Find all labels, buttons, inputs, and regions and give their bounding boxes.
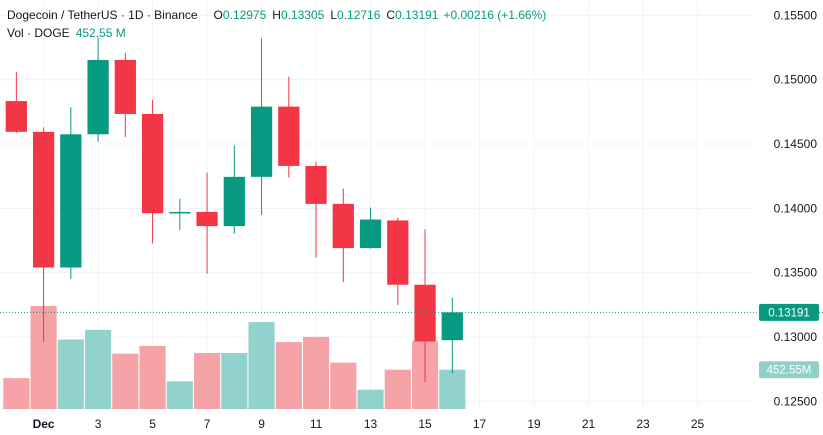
candle-body bbox=[32, 131, 55, 268]
volume-bar bbox=[166, 381, 193, 409]
time-tick-label: 21 bbox=[582, 417, 596, 431]
volume-bar bbox=[57, 339, 84, 409]
chart-legend: Dogecoin / TetherUS · 1D · Binance O 0.12… bbox=[7, 6, 546, 42]
volume-bar bbox=[85, 329, 112, 409]
volume-bar bbox=[3, 378, 30, 409]
volume-bar bbox=[221, 352, 248, 409]
price-tick-label: 0.12500 bbox=[774, 394, 818, 408]
volume-histogram bbox=[3, 306, 466, 409]
volume-bar bbox=[112, 353, 139, 409]
volume-label[interactable]: Vol · DOGE bbox=[7, 26, 70, 40]
symbol-title[interactable]: Dogecoin / TetherUS · 1D · Binance bbox=[7, 8, 198, 22]
volume-bar bbox=[193, 352, 221, 409]
time-tick-label: 11 bbox=[310, 417, 323, 431]
time-tick-label: 5 bbox=[149, 417, 156, 431]
price-tick-label: 0.13500 bbox=[774, 266, 818, 280]
candle-body bbox=[414, 284, 436, 342]
last-price-tag-text: 0.13191 bbox=[768, 307, 810, 319]
chart-grid bbox=[0, 0, 752, 409]
candle-body bbox=[196, 211, 218, 227]
candle-body bbox=[114, 59, 136, 114]
price-tick-label: 0.14500 bbox=[774, 137, 818, 151]
volume-bar bbox=[384, 369, 411, 409]
time-tick-label: 15 bbox=[418, 417, 432, 431]
time-tick-label: 17 bbox=[473, 417, 487, 431]
low-value: 0.12716 bbox=[337, 8, 381, 22]
last-volume-tag-text: 452.55M bbox=[767, 365, 812, 377]
candle-body bbox=[250, 106, 273, 177]
ohlc-row: Dogecoin / TetherUS · 1D · Binance O 0.12… bbox=[7, 6, 546, 24]
close-label: C bbox=[386, 8, 396, 22]
time-tick-label: Dec bbox=[33, 417, 55, 431]
price-candles bbox=[5, 37, 463, 382]
time-tick-label: 3 bbox=[95, 417, 102, 431]
open-label: O bbox=[213, 8, 223, 22]
volume-bar bbox=[275, 342, 302, 409]
candle-body bbox=[60, 134, 82, 268]
candle-body bbox=[441, 312, 463, 341]
candle-body bbox=[278, 106, 300, 166]
price-tick-label: 0.13000 bbox=[774, 330, 818, 344]
candle-body bbox=[87, 59, 109, 135]
change-value: +0.00216 (+1.66%) bbox=[443, 8, 547, 22]
candle-body bbox=[359, 219, 382, 249]
volume-bar bbox=[357, 389, 384, 409]
volume-bar bbox=[330, 362, 357, 409]
open-value: 0.12975 bbox=[222, 8, 267, 22]
price-tick-label: 0.15000 bbox=[774, 73, 818, 87]
time-tick-label: 7 bbox=[204, 417, 211, 431]
candle-body bbox=[387, 220, 409, 285]
time-tick-label: 25 bbox=[691, 417, 705, 431]
candle-body bbox=[223, 176, 245, 227]
time-tick-label: 13 bbox=[364, 417, 378, 431]
low-label: L bbox=[330, 8, 338, 22]
candle-body bbox=[169, 211, 191, 214]
volume-bar bbox=[248, 322, 275, 409]
time-tick-label: 19 bbox=[527, 417, 541, 431]
last-price-tag bbox=[759, 303, 819, 321]
candle-body bbox=[305, 165, 327, 204]
time-axis[interactable]: Dec 3 5 7 9 11 13 15 17 19 21 23 25 bbox=[33, 417, 705, 431]
last-volume-tag bbox=[759, 361, 819, 379]
volume-value: 452.55 M bbox=[75, 26, 126, 40]
volume-bar bbox=[302, 336, 330, 409]
volume-bar bbox=[439, 369, 466, 409]
price-tick-label: 0.15500 bbox=[774, 8, 818, 22]
volume-bar bbox=[139, 345, 166, 409]
time-tick-label: 9 bbox=[258, 417, 265, 431]
volume-row: Vol · DOGE 452.55 M bbox=[7, 24, 546, 42]
candle-body bbox=[5, 101, 27, 132]
high-value: 0.13305 bbox=[280, 8, 325, 22]
time-tick-label: 23 bbox=[636, 417, 650, 431]
candle-body bbox=[141, 113, 164, 214]
candle-body bbox=[332, 203, 354, 249]
price-axis[interactable]: 0.15500 0.15000 0.14500 0.14000 0.13500 0.130… bbox=[774, 8, 818, 408]
close-value: 0.13191 bbox=[395, 8, 439, 22]
high-label: H bbox=[272, 8, 281, 22]
price-tick-label: 0.14000 bbox=[774, 201, 818, 215]
axis-tags: 0.13191 452.55M bbox=[759, 303, 819, 379]
